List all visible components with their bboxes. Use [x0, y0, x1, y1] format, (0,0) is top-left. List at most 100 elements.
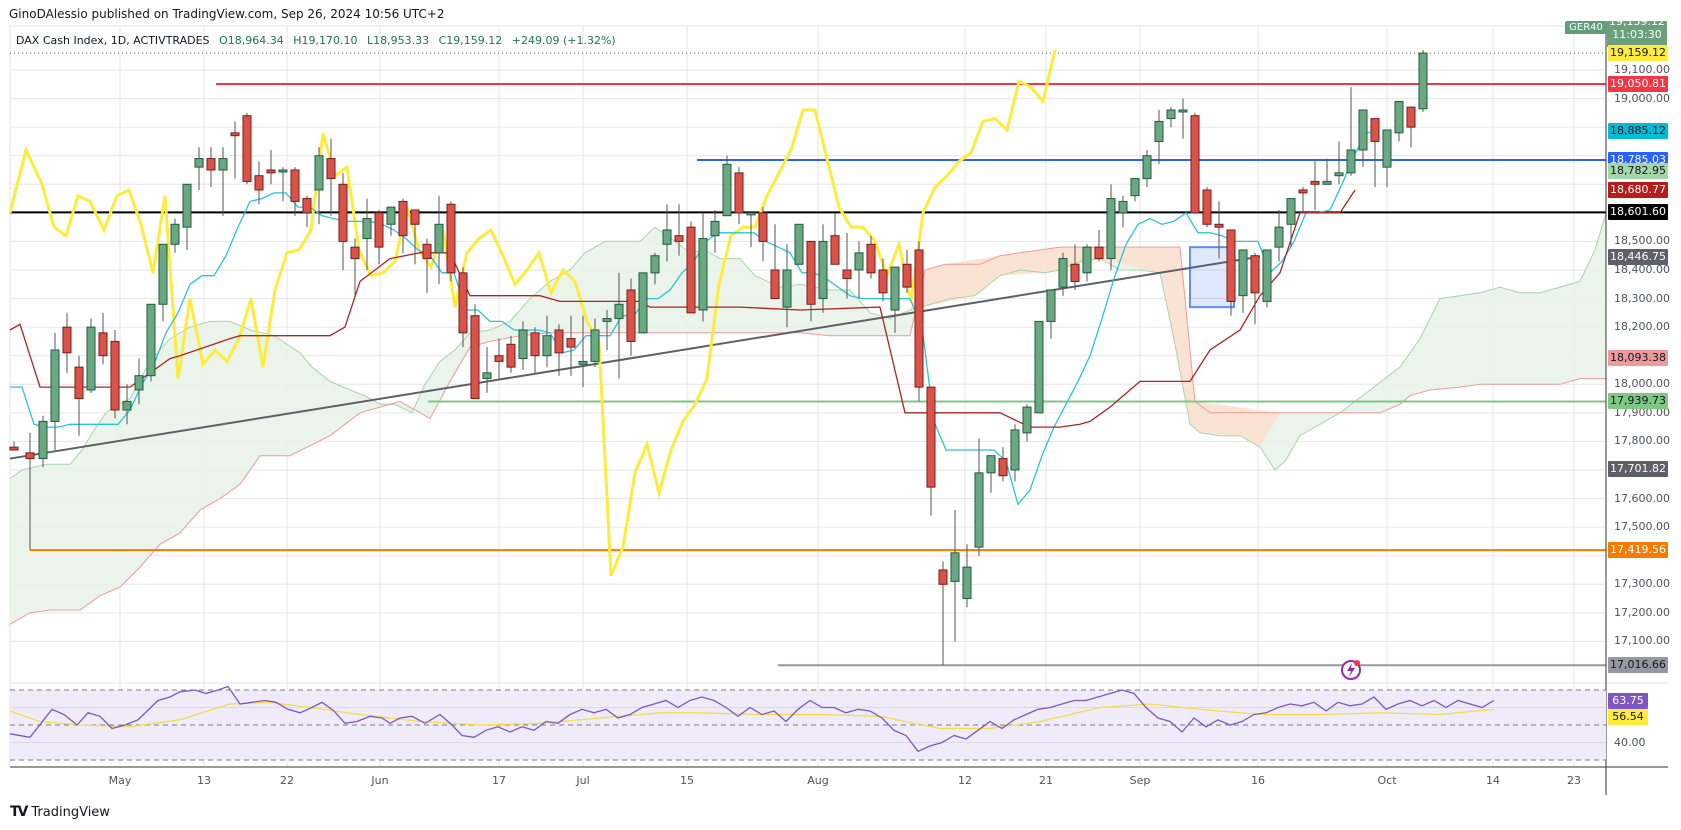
candle-down — [1250, 255, 1260, 294]
candle-down — [25, 452, 35, 460]
candle-down — [338, 183, 348, 242]
price-tag: 19,159.12 — [1608, 45, 1668, 62]
candle-down — [842, 269, 852, 280]
time-tick: Jul — [576, 774, 590, 787]
candle-up — [1142, 155, 1152, 180]
candle-up — [1322, 180, 1332, 185]
candle-down — [422, 243, 432, 260]
candle-up — [1358, 109, 1368, 151]
rsi-tick: 40.00 — [1614, 735, 1646, 749]
candle-down — [470, 315, 480, 400]
candle-up — [38, 420, 48, 460]
candle-down — [806, 240, 816, 305]
candle-up — [1382, 129, 1392, 168]
ticker-badge: GER40 — [1565, 21, 1607, 34]
price-tag: 19,050.81 — [1608, 76, 1668, 93]
candle-down — [506, 343, 516, 368]
candle-up — [1178, 109, 1188, 113]
candle-up — [50, 349, 60, 422]
senkou-span-a — [9, 212, 1607, 480]
candle-down — [110, 340, 120, 411]
candle-up — [1334, 172, 1344, 177]
candle-up — [1418, 52, 1428, 110]
rsi-line — [9, 685, 1495, 753]
candle-up — [890, 266, 900, 311]
candle-down — [734, 172, 744, 214]
candle-down — [770, 269, 780, 300]
symbol-name[interactable]: DAX Cash Index, 1D, ACTIVTRADES — [16, 34, 210, 47]
candle-up — [1154, 120, 1164, 142]
candle-up — [158, 243, 168, 305]
time-tick: Aug — [807, 774, 829, 787]
senkou-span-b — [9, 246, 1606, 625]
candle-up — [986, 455, 996, 474]
price-tag: 17,419.56 — [1608, 542, 1668, 559]
candle-down — [266, 169, 276, 174]
candle-down — [374, 212, 384, 248]
last-price: 19,159.12 — [1609, 21, 1665, 28]
rsi-tag: 56.54 — [1608, 709, 1648, 725]
candle-up — [542, 335, 552, 357]
time-tick: 21 — [1039, 774, 1053, 787]
candle-up — [482, 372, 492, 380]
candle-up — [1346, 149, 1356, 174]
time-tick: Sep — [1129, 774, 1151, 787]
publisher-line: GinoDAlessio published on TradingView.co… — [9, 7, 445, 21]
price-tick: 17,200.00 — [1614, 605, 1670, 619]
candle-down — [998, 458, 1008, 477]
candle-down — [1190, 115, 1200, 214]
candle-up — [746, 212, 756, 216]
candle-up — [578, 360, 588, 365]
candle-up — [1022, 406, 1032, 434]
price-tick: 18,500.00 — [1614, 234, 1670, 248]
rsi-tag: 63.75 — [1608, 693, 1648, 709]
candle-down — [9, 446, 19, 451]
candle-down — [1310, 180, 1320, 185]
tradingview-mark-icon: TV — [10, 804, 28, 820]
price-tag: 18,782.95 — [1608, 162, 1668, 179]
price-tick: 17,600.00 — [1614, 491, 1670, 505]
price-tick: 18,200.00 — [1614, 320, 1670, 334]
candle-up — [590, 329, 600, 362]
candle-up — [362, 218, 372, 240]
price-tick: 17,800.00 — [1614, 434, 1670, 448]
candle-up — [122, 400, 132, 411]
price-tick: 17,300.00 — [1614, 577, 1670, 591]
candle-up — [146, 303, 156, 377]
candle-down — [866, 243, 876, 274]
rsi-background — [10, 690, 1606, 760]
ohlc-open: O18,964.34 — [219, 34, 284, 47]
candle-up — [698, 238, 708, 311]
candle-down — [674, 235, 684, 242]
candle-up — [818, 240, 828, 300]
candle-down — [242, 115, 252, 182]
candle-up — [434, 223, 444, 254]
price-tag: 18,601.60 — [1608, 204, 1668, 221]
candle-up — [314, 155, 324, 191]
candle-down — [938, 569, 948, 585]
candle-up — [1010, 429, 1020, 471]
price-tick: 19,100.00 — [1614, 63, 1670, 76]
candle-up — [1058, 258, 1068, 288]
time-tick: 14 — [1486, 774, 1500, 787]
candle-down — [530, 332, 540, 357]
candle-down — [1070, 263, 1080, 282]
price-tag: 17,016.66 — [1608, 657, 1668, 674]
candle-down — [230, 132, 240, 137]
price-tick: 18,000.00 — [1614, 377, 1670, 391]
candle-up — [278, 169, 288, 173]
candle-down — [74, 366, 84, 400]
candle-up — [1046, 289, 1056, 322]
candle-up — [1166, 109, 1176, 120]
candle-up — [662, 229, 672, 245]
price-tag: 18,446.75 — [1608, 248, 1668, 265]
price-tick: 18,400.00 — [1614, 262, 1670, 276]
rsi-ma-line — [9, 701, 1495, 730]
candle-down — [1226, 229, 1236, 302]
time-tick: 13 — [197, 774, 211, 787]
tradingview-logo[interactable]: TV TradingView — [10, 804, 110, 820]
notification-dot-icon — [1354, 660, 1360, 666]
candle-down — [1406, 106, 1416, 128]
candle-up — [602, 318, 612, 322]
